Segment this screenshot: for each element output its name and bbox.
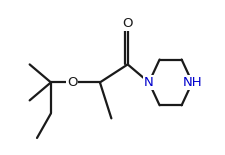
Text: N: N xyxy=(144,76,153,89)
Text: O: O xyxy=(67,76,77,89)
Text: NH: NH xyxy=(182,76,201,89)
Text: O: O xyxy=(122,17,132,30)
